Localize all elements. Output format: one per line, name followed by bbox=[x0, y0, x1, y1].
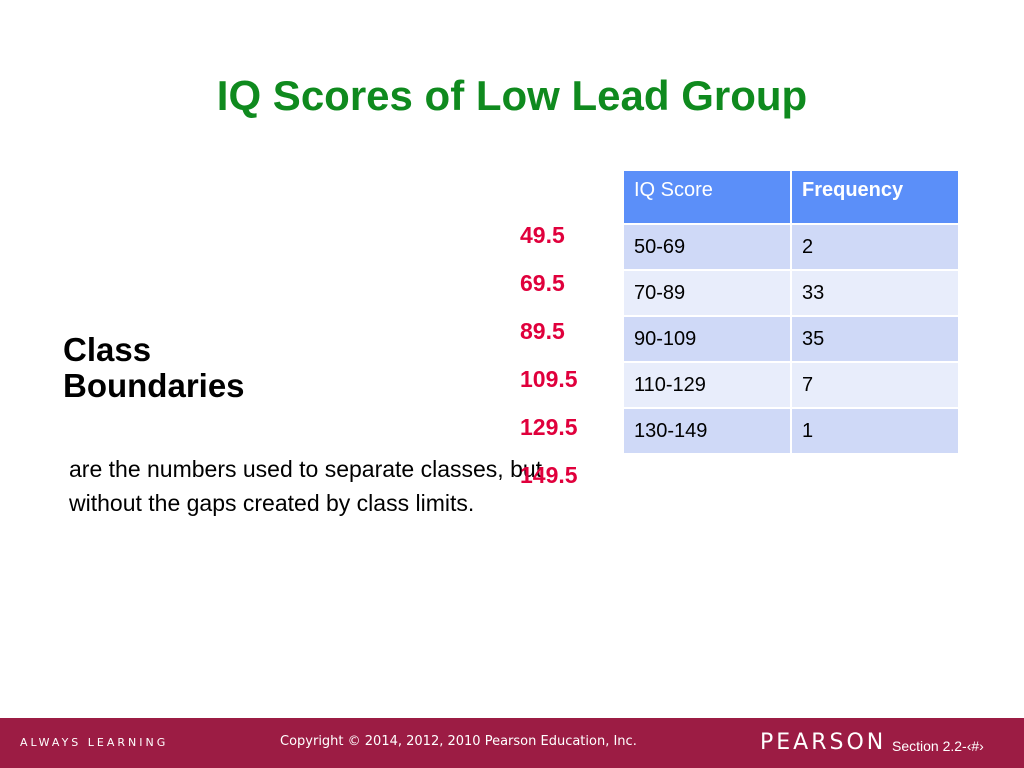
cell-frequency: 7 bbox=[790, 361, 960, 409]
header-iq-score: IQ Score bbox=[622, 169, 792, 225]
footer-copyright: Copyright © 2014, 2012, 2010 Pearson Edu… bbox=[280, 734, 637, 749]
definition-text: are the numbers used to separate classes… bbox=[69, 456, 543, 516]
cell-frequency: 1 bbox=[790, 407, 960, 455]
cell-frequency: 35 bbox=[790, 315, 960, 363]
section-number: Section 2.2-‹#› bbox=[892, 738, 984, 754]
boundary-value: 149.5 bbox=[520, 462, 578, 488]
table-row: 70-89 33 bbox=[622, 269, 960, 317]
boundary-value: 69.5 bbox=[520, 270, 565, 296]
boundary-values: 49.5 69.5 89.5 109.5 129.5 149.5 bbox=[520, 219, 578, 507]
header-frequency: Frequency bbox=[790, 169, 960, 225]
slide-title: IQ Scores of Low Lead Group bbox=[216, 72, 808, 119]
table-row: 110-129 7 bbox=[622, 361, 960, 409]
cell-iq-score: 130-149 bbox=[622, 407, 792, 455]
footer-bar: ALWAYS LEARNING Copyright © 2014, 2012, … bbox=[0, 718, 1024, 768]
heading-line-1: Class bbox=[63, 331, 152, 368]
footer-tagline: ALWAYS LEARNING bbox=[20, 736, 169, 749]
cell-frequency: 33 bbox=[790, 269, 960, 317]
table-row: 90-109 35 bbox=[622, 315, 960, 363]
table-row: 130-149 1 bbox=[622, 407, 960, 455]
pearson-logo: PEARSON bbox=[760, 730, 887, 755]
boundary-value: 49.5 bbox=[520, 222, 565, 248]
cell-iq-score: 90-109 bbox=[622, 315, 792, 363]
cell-iq-score: 50-69 bbox=[622, 223, 792, 271]
section-heading: Class Boundaries bbox=[63, 332, 245, 404]
boundary-value: 109.5 bbox=[520, 366, 578, 392]
cell-frequency: 2 bbox=[790, 223, 960, 271]
table-header-row: IQ Score Frequency bbox=[622, 169, 960, 225]
cell-iq-score: 70-89 bbox=[622, 269, 792, 317]
cell-iq-score: 110-129 bbox=[622, 361, 792, 409]
frequency-table: IQ Score Frequency 50-69 2 70-89 33 90-1… bbox=[622, 169, 960, 455]
table-row: 50-69 2 bbox=[622, 223, 960, 271]
boundary-value: 129.5 bbox=[520, 414, 578, 440]
boundary-value: 89.5 bbox=[520, 318, 565, 344]
heading-line-2: Boundaries bbox=[63, 367, 245, 404]
